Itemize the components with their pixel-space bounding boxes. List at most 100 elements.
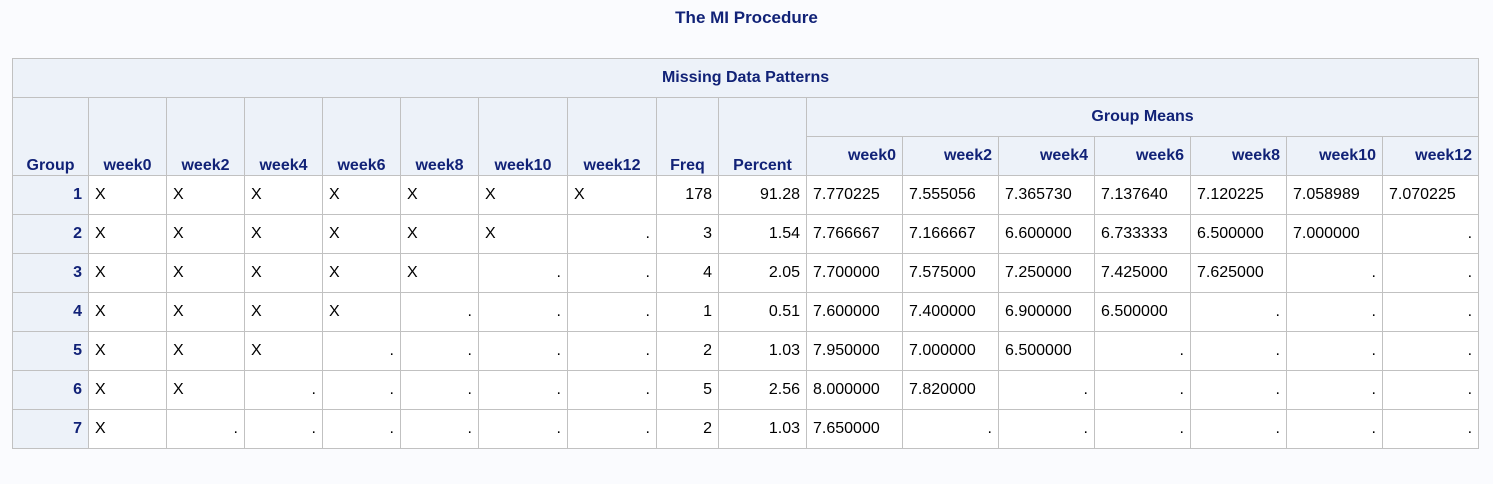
pattern-cell: X — [478, 175, 568, 215]
group-mean-cell: . — [1094, 331, 1191, 371]
group-mean-cell: 7.400000 — [902, 292, 999, 332]
procedure-title: The MI Procedure — [675, 8, 818, 27]
header-week2: week2 — [166, 97, 245, 176]
pattern-cell: X — [88, 175, 167, 215]
group-mean-cell: . — [1190, 331, 1287, 371]
pattern-cell: X — [400, 175, 479, 215]
pattern-cell: X — [166, 214, 245, 254]
freq-cell: 4 — [656, 253, 719, 293]
pattern-cell: X — [244, 253, 323, 293]
group-mean-cell: 7.700000 — [806, 253, 903, 293]
group-mean-cell: 7.555056 — [902, 175, 999, 215]
group-mean-cell: 7.820000 — [902, 370, 999, 410]
freq-cell: 2 — [656, 331, 719, 371]
percent-cell: 0.51 — [718, 292, 807, 332]
pattern-cell: X — [166, 370, 245, 410]
table-row: 7 X...... 2 1.03 7.650000...... — [12, 409, 1480, 449]
pattern-cell: . — [478, 370, 568, 410]
group-mean-cell: . — [1190, 370, 1287, 410]
header-means-week10: week10 — [1286, 136, 1383, 176]
group-number: 6 — [12, 370, 89, 410]
percent-cell: 91.28 — [718, 175, 807, 215]
pattern-cell: X — [322, 214, 401, 254]
header-group-means: Group Means — [805, 97, 1480, 137]
group-mean-cell: 7.770225 — [806, 175, 903, 215]
header-means-week4: week4 — [998, 136, 1095, 176]
group-mean-cell: . — [1381, 214, 1480, 254]
pattern-cell: X — [88, 292, 167, 332]
pattern-cell: . — [478, 331, 568, 371]
pattern-cell: . — [244, 370, 323, 410]
group-mean-cell: . — [1286, 292, 1383, 332]
group-mean-cell: 7.058989 — [1286, 175, 1383, 215]
pattern-cell: . — [400, 331, 479, 371]
pattern-cell: . — [478, 292, 568, 332]
pattern-cell: X — [478, 214, 568, 254]
group-mean-cell: . — [1286, 331, 1383, 371]
table-row: 5 X X X.... 2 1.03 7.950000 7.000000 6.500000...… — [12, 331, 1480, 371]
header-means-week2: week2 — [902, 136, 999, 176]
group-mean-cell: . — [998, 370, 1095, 410]
pattern-cell: . — [400, 370, 479, 410]
group-mean-cell: 6.500000 — [998, 331, 1095, 371]
pattern-cell: . — [567, 253, 657, 293]
header-means-week8: week8 — [1190, 136, 1287, 176]
group-number: 5 — [12, 331, 89, 371]
header-means-week6: week6 — [1094, 136, 1191, 176]
group-mean-cell: 7.650000 — [806, 409, 903, 449]
pattern-cell: X — [400, 253, 479, 293]
pattern-cell: X — [244, 214, 323, 254]
table-row: 2 X X X X X X. 3 1.54 7.766667 7.166667 6.600000 6.7… — [12, 214, 1480, 254]
group-mean-cell: . — [998, 409, 1095, 449]
group-mean-cell: 7.166667 — [902, 214, 999, 254]
table-caption: Missing Data Patterns — [11, 58, 1480, 98]
pattern-cell: X — [166, 253, 245, 293]
group-mean-cell: 8.000000 — [806, 370, 903, 410]
percent-cell: 1.54 — [718, 214, 807, 254]
group-mean-cell: 7.425000 — [1094, 253, 1191, 293]
pattern-cell: . — [567, 331, 657, 371]
group-number: 1 — [12, 175, 89, 215]
group-mean-cell: 6.733333 — [1094, 214, 1191, 254]
pattern-cell: . — [400, 409, 479, 449]
group-number: 3 — [12, 253, 89, 293]
header-freq: Freq — [656, 97, 719, 176]
group-mean-cell: 7.000000 — [1286, 214, 1383, 254]
percent-cell: 1.03 — [718, 331, 807, 371]
group-mean-cell: 7.766667 — [806, 214, 903, 254]
group-mean-cell: . — [1381, 331, 1480, 371]
header-means-week12: week12 — [1381, 136, 1480, 176]
group-number: 4 — [12, 292, 89, 332]
pattern-cell: X — [88, 409, 167, 449]
pattern-cell: . — [567, 370, 657, 410]
pattern-cell: . — [166, 409, 245, 449]
pattern-cell: X — [88, 253, 167, 293]
group-mean-cell: . — [1190, 292, 1287, 332]
group-mean-cell: . — [1094, 370, 1191, 410]
pattern-cell: X — [244, 175, 323, 215]
pattern-cell: X — [322, 253, 401, 293]
group-mean-cell: 7.120225 — [1190, 175, 1287, 215]
percent-cell: 2.56 — [718, 370, 807, 410]
group-mean-cell: 7.250000 — [998, 253, 1095, 293]
group-mean-cell: . — [1286, 370, 1383, 410]
pattern-cell: X — [322, 175, 401, 215]
group-mean-cell: 7.365730 — [998, 175, 1095, 215]
header-week6: week6 — [322, 97, 401, 176]
pattern-cell: X — [88, 370, 167, 410]
group-mean-cell: 6.900000 — [998, 292, 1095, 332]
group-mean-cell: 7.070225 — [1381, 175, 1480, 215]
percent-cell: 2.05 — [718, 253, 807, 293]
pattern-cell: X — [88, 331, 167, 371]
freq-cell: 3 — [656, 214, 719, 254]
group-number: 2 — [12, 214, 89, 254]
group-mean-cell: 6.500000 — [1094, 292, 1191, 332]
missing-data-patterns-table: Missing Data Patterns Group week0 week2 … — [11, 58, 1480, 449]
pattern-cell: X — [322, 292, 401, 332]
group-mean-cell: 6.600000 — [998, 214, 1095, 254]
freq-cell: 1 — [656, 292, 719, 332]
header-group: Group — [12, 97, 89, 176]
header-percent: Percent — [718, 97, 807, 176]
header-week8: week8 — [400, 97, 479, 176]
table-body: 1 X X X X X X X 178 91.28 7.770225 7.555056 7.365730… — [12, 175, 1480, 449]
